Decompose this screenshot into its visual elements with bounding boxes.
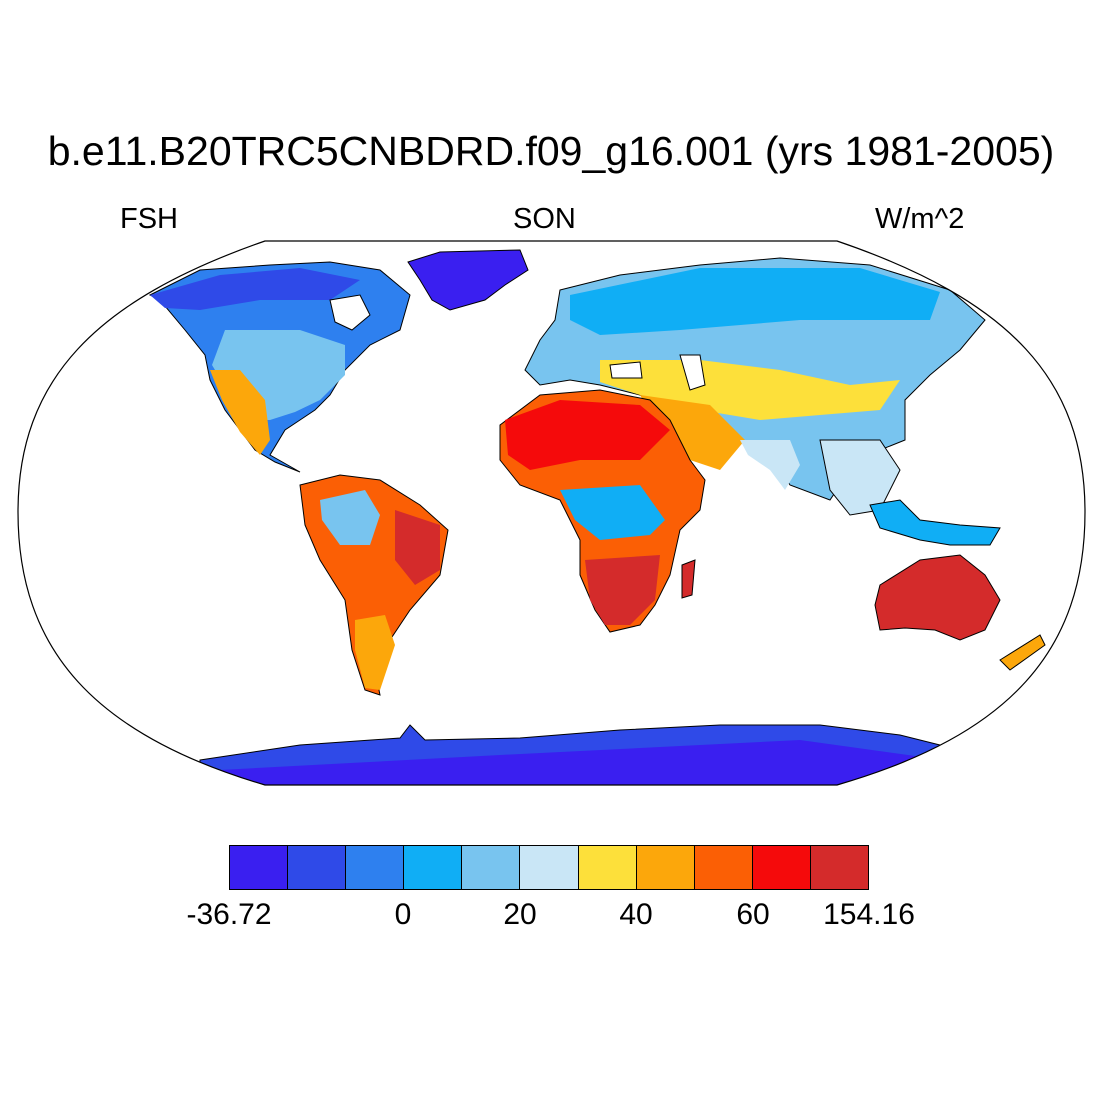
patagonia-region xyxy=(355,615,395,690)
indonesia-region xyxy=(869,499,1001,546)
colorbar-tick-label: 154.16 xyxy=(823,898,915,931)
variable-label: FSH xyxy=(120,203,178,235)
colorbar-swatch xyxy=(404,846,463,889)
australia-region xyxy=(874,554,1001,641)
antarctica-interior-region xyxy=(220,740,980,785)
north-america-arctic-region xyxy=(150,268,360,310)
india-region xyxy=(740,440,800,490)
colorbar-swatch xyxy=(636,846,695,889)
southern-africa-region xyxy=(585,555,660,625)
new-zealand-region xyxy=(999,634,1046,671)
middle-east-region xyxy=(640,395,745,470)
colorbar-swatch xyxy=(288,846,347,889)
colorbar-swatch xyxy=(520,846,579,889)
units-label: W/m^2 xyxy=(875,203,965,235)
colorbar-tick-label: 0 xyxy=(394,898,412,931)
colorbar-swatch xyxy=(462,846,521,889)
map-boundary xyxy=(17,240,1086,786)
amazon-region xyxy=(320,490,380,545)
sahara-region xyxy=(505,400,670,470)
colorbar-swatch xyxy=(694,846,753,889)
colorbar-swatch xyxy=(810,846,869,889)
colorbar-tick-label: 20 xyxy=(503,898,537,931)
season-label: SON xyxy=(513,203,576,235)
colorbar-swatch xyxy=(752,846,811,889)
colorbar-tick-label: -36.72 xyxy=(186,898,272,931)
colorbar-tick-label: 40 xyxy=(619,898,653,931)
brazil-east-region xyxy=(395,510,440,585)
north-america-west-region xyxy=(210,370,270,455)
plot-title: b.e11.B20TRC5CNBDRD.f09_g16.001 (yrs 198… xyxy=(47,128,1055,174)
colorbar-swatch xyxy=(346,846,405,889)
siberia-north-region xyxy=(570,268,940,335)
colorbar-swatch xyxy=(578,846,637,889)
colorbar xyxy=(229,845,869,890)
colorbar-tick-label: 60 xyxy=(736,898,770,931)
central-asia-region xyxy=(600,360,900,420)
madagascar-region xyxy=(681,559,696,599)
colorbar-swatch xyxy=(230,846,289,889)
greenland-region xyxy=(407,249,529,311)
central-africa-region xyxy=(560,485,665,540)
